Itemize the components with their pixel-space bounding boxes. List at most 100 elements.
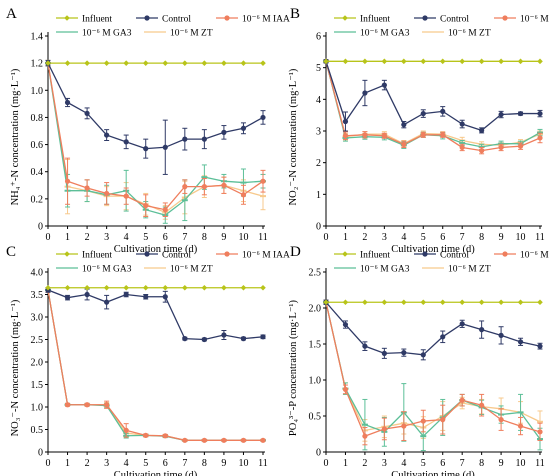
data-point xyxy=(221,129,227,135)
data-point xyxy=(517,299,524,306)
data-point xyxy=(104,132,110,138)
legend-marker xyxy=(64,15,70,21)
legend-marker xyxy=(64,251,70,257)
x-tick-label: 2 xyxy=(362,458,367,469)
y-tick-label: 2.0 xyxy=(309,304,322,315)
legend-item-influent: Influent xyxy=(334,250,390,261)
y-axis-label: NO₂⁻-N concentration (mg·L⁻¹) xyxy=(288,68,299,205)
data-point xyxy=(143,146,149,152)
y-tick-label: 1.0 xyxy=(31,403,44,414)
data-point xyxy=(221,332,227,338)
data-point xyxy=(381,82,387,88)
series-line xyxy=(325,302,541,432)
data-point xyxy=(182,284,188,291)
panel-a: A 0 0.2 0.4 0.6 0.8 1.0 1.2 1.4 0 1 2 3 4 5 6 7 8 9 10 11 Cul… xyxy=(6,6,290,255)
x-tick-label: 10 xyxy=(516,232,526,243)
x-tick-label: 0 xyxy=(46,458,51,469)
data-point xyxy=(478,299,485,306)
y-axis-label: NO₃⁻-N concentration (mg·L⁻¹) xyxy=(10,299,21,436)
data-point xyxy=(479,127,485,133)
legend-item-influent: Influent xyxy=(56,250,112,261)
x-tick-label: 7 xyxy=(460,232,465,243)
panel-letter: A xyxy=(6,6,17,22)
y-tick-label: 1.4 xyxy=(31,32,44,43)
legend-label: 10⁻⁶ M IAA xyxy=(242,251,290,261)
legend-marker xyxy=(342,251,348,257)
x-tick-label: 3 xyxy=(104,458,109,469)
data-point xyxy=(64,295,71,301)
x-tick-label: 4 xyxy=(124,458,129,469)
data-point xyxy=(162,144,168,150)
y-tick-label: 4.0 xyxy=(31,268,44,279)
legend: Influent Control 10⁻⁶ M IAA 10⁻⁶ M GA3 10⁻⁶ … xyxy=(334,250,550,275)
y-tick-label: 5 xyxy=(316,63,321,74)
series-control xyxy=(323,299,543,361)
series-control xyxy=(323,58,543,134)
x-tick-label: 1 xyxy=(343,232,348,243)
data-point xyxy=(64,60,71,66)
data-point xyxy=(182,437,188,443)
data-point xyxy=(84,291,90,298)
legend-label: 10⁻⁶ M IAA xyxy=(520,251,550,261)
series-line xyxy=(47,289,264,341)
x-axis-label: Cultivation time (d) xyxy=(391,470,475,476)
y-tick-label: 3.5 xyxy=(31,290,44,301)
x-tick-label: 3 xyxy=(382,232,387,243)
legend-item-zt: 10⁻⁶ M ZT xyxy=(144,265,213,275)
legend-label: Control xyxy=(162,251,191,261)
legend-label: 10⁻⁶ M GA3 xyxy=(82,29,132,39)
data-point xyxy=(479,402,485,408)
data-point xyxy=(142,284,149,291)
data-point xyxy=(84,60,90,66)
series-line xyxy=(47,289,263,441)
legend-marker xyxy=(224,251,230,257)
data-point xyxy=(401,299,407,306)
data-point xyxy=(537,58,543,65)
data-point xyxy=(498,58,504,65)
data-point xyxy=(123,193,129,199)
data-point xyxy=(182,184,188,190)
legend-label: 10⁻⁶ M GA3 xyxy=(360,29,410,39)
data-point xyxy=(323,58,329,65)
x-tick-label: 6 xyxy=(163,232,168,243)
x-tick-label: 11 xyxy=(535,458,545,469)
data-point xyxy=(459,144,465,151)
legend-item-iaa: 10⁻⁶ M IAA xyxy=(216,251,290,261)
legend-item-influent: Influent xyxy=(334,14,390,25)
data-point xyxy=(240,60,247,66)
y-tick-label: 3 xyxy=(316,127,321,138)
x-axis-label: Cultivation time (d) xyxy=(114,470,198,476)
y-tick-label: 1.2 xyxy=(31,59,44,70)
data-point xyxy=(517,339,524,345)
series-line xyxy=(47,289,263,441)
x-tick-label: 2 xyxy=(85,232,90,243)
data-point xyxy=(201,437,207,443)
data-point xyxy=(381,350,387,356)
data-point xyxy=(45,60,51,66)
x-tick-label: 6 xyxy=(440,458,445,469)
data-point xyxy=(517,110,524,117)
data-point xyxy=(240,336,247,342)
data-point xyxy=(478,58,485,65)
data-point xyxy=(162,433,168,439)
x-tick-label: 8 xyxy=(202,232,207,243)
x-tick-label: 4 xyxy=(124,232,129,243)
data-point xyxy=(440,108,446,114)
legend-marker xyxy=(224,15,230,21)
x-tick-label: 9 xyxy=(499,458,504,469)
data-point xyxy=(459,397,465,403)
x-tick-label: 10 xyxy=(238,232,248,243)
x-tick-label: 0 xyxy=(46,232,51,243)
y-tick-label: 0.5 xyxy=(309,412,322,423)
y-tick-label: 2.0 xyxy=(31,358,44,369)
data-point xyxy=(142,60,149,66)
x-tick-label: 4 xyxy=(401,232,406,243)
series-influent xyxy=(45,60,266,66)
x-tick-label: 8 xyxy=(202,458,207,469)
data-point xyxy=(401,350,407,356)
x-tick-label: 6 xyxy=(440,232,445,243)
series-zt xyxy=(45,287,266,442)
data-point xyxy=(84,110,90,116)
data-point xyxy=(401,423,407,429)
